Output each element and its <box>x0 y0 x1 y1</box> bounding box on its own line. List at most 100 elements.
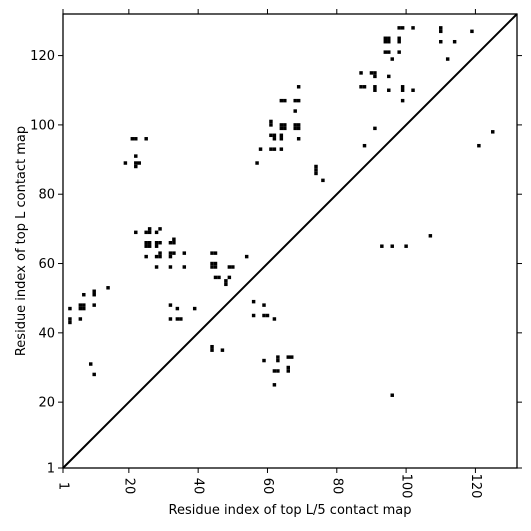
contact-point <box>400 98 405 103</box>
contact-point <box>175 306 180 311</box>
x-axis-ticks: 1 20 40 60 80 100 120 <box>56 9 483 498</box>
contact-point <box>251 299 256 304</box>
x-tick-label: 20 <box>121 478 136 495</box>
contact-point <box>213 261 218 266</box>
contact-point <box>82 303 86 307</box>
contact-point <box>258 147 263 151</box>
contact-point <box>130 137 135 141</box>
contact-point <box>439 26 443 30</box>
contact-point <box>452 39 457 44</box>
contact-point <box>400 88 405 92</box>
contact-point <box>397 26 401 30</box>
contact-point <box>387 39 391 44</box>
contact-point <box>265 313 270 318</box>
contact-point <box>279 147 284 151</box>
contact-point <box>92 292 96 297</box>
y-tick-label: 100 <box>30 118 55 133</box>
contact-point <box>220 348 225 352</box>
contact-point <box>92 289 96 293</box>
contact-point <box>383 36 388 40</box>
contact-point <box>154 265 159 269</box>
contact-point <box>175 317 180 321</box>
contact-point <box>272 369 277 373</box>
contact-point <box>210 251 214 255</box>
contact-point <box>158 227 162 231</box>
contact-point <box>172 251 176 255</box>
contact-point <box>68 320 72 325</box>
contact-point <box>387 36 391 40</box>
contact-point <box>144 241 148 245</box>
contact-point <box>373 71 377 75</box>
contact-point <box>390 393 394 397</box>
contact-point <box>137 161 141 165</box>
contact-point <box>272 137 277 141</box>
contact-point <box>210 265 214 269</box>
contact-point <box>172 237 176 241</box>
contact-point <box>154 241 159 245</box>
contact-point <box>210 348 214 352</box>
contact-point <box>244 254 249 259</box>
contact-point <box>286 355 290 359</box>
contact-point <box>78 303 83 307</box>
contact-point <box>147 227 152 231</box>
diagonal-line <box>62 13 518 469</box>
contact-point <box>390 57 394 61</box>
contact-point <box>262 358 266 363</box>
x-tick-label: 120 <box>468 474 483 499</box>
contact-point <box>314 168 318 172</box>
contact-point <box>224 279 228 283</box>
y-tick-label: 80 <box>38 188 55 203</box>
y-tick-label: 40 <box>38 326 55 341</box>
contact-point <box>400 26 405 30</box>
x-axis-label: Residue index of top L/5 contact map <box>169 503 412 518</box>
contact-point <box>134 230 138 235</box>
contact-point <box>387 88 391 92</box>
contact-point <box>231 265 235 269</box>
contact-point <box>477 143 481 148</box>
contact-point <box>68 306 72 311</box>
contact-point <box>383 39 388 44</box>
contact-point <box>154 230 159 235</box>
contact-point <box>262 303 266 307</box>
y-axis-label: Residue index of top L contact map <box>14 126 29 356</box>
contact-point <box>362 85 367 89</box>
contact-point <box>279 98 284 103</box>
contact-point <box>168 241 173 245</box>
contact-point <box>82 306 86 311</box>
contact-point <box>411 26 415 30</box>
contact-point <box>400 85 405 89</box>
contact-point <box>321 178 325 183</box>
contact-point <box>227 265 232 269</box>
contact-point <box>269 133 273 138</box>
x-tick-label: 40 <box>191 478 206 495</box>
contact-point <box>362 143 367 148</box>
contact-point <box>147 230 152 235</box>
contact-point <box>217 275 221 280</box>
contact-point <box>92 303 96 307</box>
contact-point <box>380 244 384 248</box>
contact-point <box>359 71 363 75</box>
contact-point <box>293 109 297 113</box>
contact-point <box>314 171 318 176</box>
contact-point <box>224 282 228 287</box>
contact-point <box>272 317 277 321</box>
contact-point <box>123 161 128 165</box>
contact-point <box>439 39 443 44</box>
contact-point <box>411 88 415 92</box>
diagonal-layer <box>62 13 518 469</box>
contact-point <box>293 123 297 127</box>
contact-point <box>272 383 277 387</box>
contact-point <box>168 254 173 259</box>
contact-point <box>296 98 301 103</box>
contact-point <box>387 50 391 54</box>
contact-point <box>213 275 218 280</box>
contact-point <box>182 251 187 255</box>
contact-point <box>387 74 391 79</box>
contact-point <box>134 164 138 169</box>
x-tick-label: 1 <box>56 482 71 490</box>
contact-point <box>134 137 138 141</box>
contact-point <box>293 98 297 103</box>
contact-point <box>154 244 159 248</box>
